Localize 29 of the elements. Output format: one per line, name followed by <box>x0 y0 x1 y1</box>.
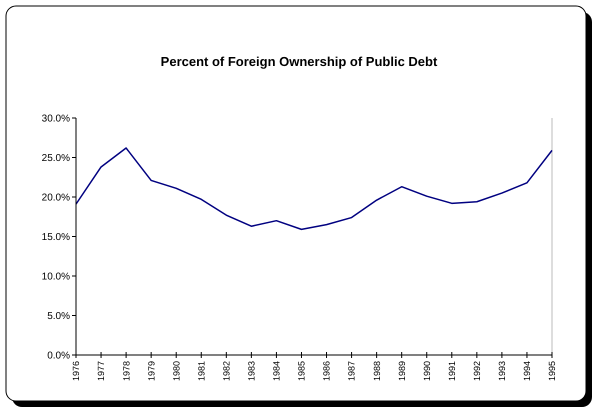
x-tick-label: 1989 <box>396 361 407 382</box>
x-tick-label: 1981 <box>196 361 206 382</box>
x-tick-label: 1987 <box>346 361 357 382</box>
x-tick-label: 1988 <box>372 361 382 382</box>
x-tick-label: 1993 <box>497 361 508 382</box>
x-tick-label: 1994 <box>522 361 532 382</box>
y-tick-label: 0.0% <box>47 350 70 362</box>
chart-title: Percent of Foreign Ownership of Public Debt <box>160 54 438 69</box>
y-tick-label: 30.0% <box>42 114 70 124</box>
x-tick-label: 1991 <box>446 361 457 382</box>
x-tick-label: 1977 <box>96 361 106 382</box>
x-tick-label: 1976 <box>71 361 82 382</box>
x-tick-label: 1979 <box>146 361 156 382</box>
x-tick-label: 1985 <box>296 361 307 382</box>
y-tick-label: 5.0% <box>47 311 70 322</box>
y-tick-label: 20.0% <box>42 192 70 204</box>
x-tick-label: 1978 <box>121 361 132 382</box>
x-tick-label: 1986 <box>322 361 332 382</box>
line-series <box>75 147 553 230</box>
x-tick-label: 1982 <box>221 361 232 382</box>
x-tick-label: 1983 <box>246 361 257 382</box>
y-tick-label: 25.0% <box>42 153 70 164</box>
x-tick-label: 1995 <box>547 361 558 382</box>
x-tick-label: 1984 <box>272 361 282 382</box>
x-tick-label: 1990 <box>422 361 432 382</box>
x-tick-label: 1980 <box>171 361 182 382</box>
x-tick-label: 1992 <box>472 361 482 382</box>
y-tick-label: 10.0% <box>42 272 70 282</box>
y-tick-label: 15.0% <box>42 232 70 243</box>
